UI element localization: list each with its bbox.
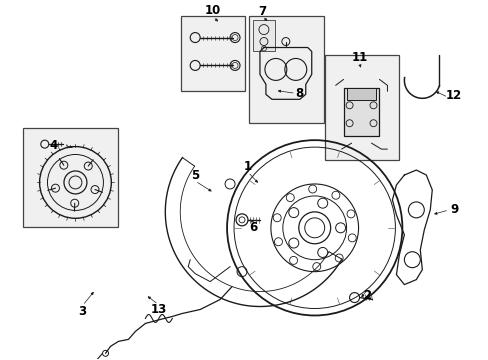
Bar <box>181 15 244 91</box>
Text: 3: 3 <box>79 305 86 318</box>
Text: 8: 8 <box>295 87 303 100</box>
Text: 11: 11 <box>351 51 367 64</box>
Text: 5: 5 <box>191 168 199 181</box>
Text: 7: 7 <box>257 5 265 18</box>
Text: 6: 6 <box>248 221 257 234</box>
Text: 4: 4 <box>49 139 58 152</box>
Bar <box>248 15 323 123</box>
Bar <box>23 128 118 227</box>
Text: 2: 2 <box>363 289 371 302</box>
Bar <box>343 88 379 136</box>
Text: 9: 9 <box>449 203 457 216</box>
Text: 10: 10 <box>204 4 221 17</box>
Bar <box>324 55 399 160</box>
Bar <box>252 20 274 51</box>
Text: 1: 1 <box>244 159 251 172</box>
Text: 13: 13 <box>150 303 166 316</box>
Bar <box>346 88 376 100</box>
Text: 12: 12 <box>445 89 461 102</box>
